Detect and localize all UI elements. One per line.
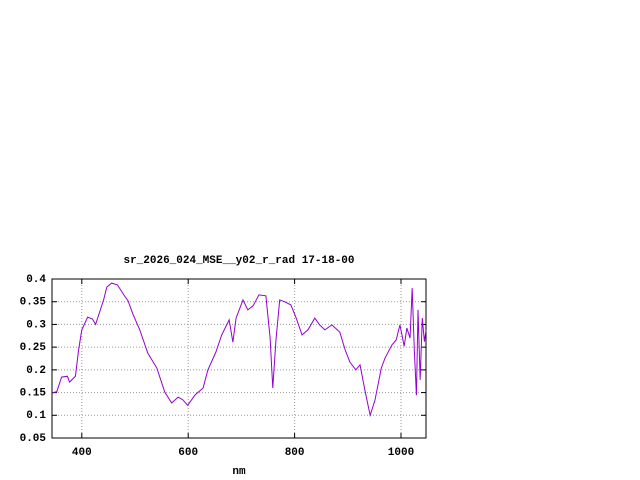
x-tick-label: 800	[285, 447, 305, 459]
plot-frame	[51, 278, 427, 439]
y-tick-label: 0.05	[20, 433, 47, 445]
data-line	[51, 282, 427, 418]
x-tick-label: 600	[178, 447, 198, 459]
x-tick-label: 1000	[388, 447, 414, 459]
chart-title: sr_2026_024_MSE__y02_r_rad 17-18-00	[123, 255, 354, 267]
x-tick-label: 400	[72, 447, 92, 459]
y-tick-label: 0.25	[20, 342, 47, 354]
y-tick-label: 0.35	[20, 297, 47, 309]
x-axis-label: nm	[232, 466, 246, 478]
y-tick-label: 0.15	[20, 387, 47, 399]
y-tick-label: 0.4	[26, 274, 46, 286]
y-tick-label: 0.2	[26, 365, 46, 377]
y-tick-label: 0.1	[26, 410, 46, 422]
y-tick-label: 0.3	[26, 319, 46, 331]
